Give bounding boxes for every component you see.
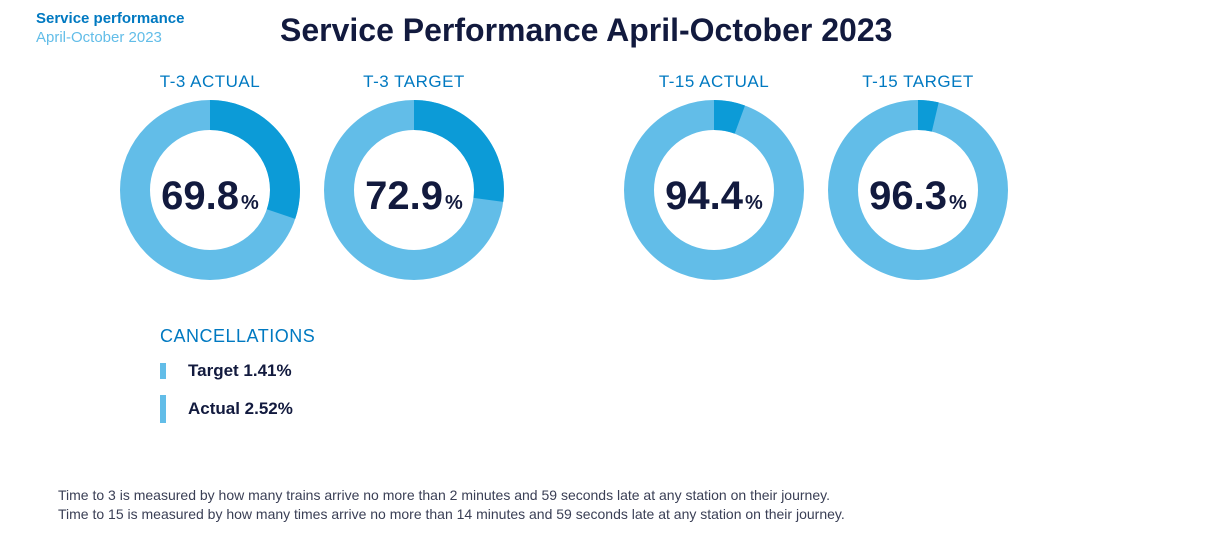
donut-t15-target: T-15 TARGET 96.3% [828,72,1008,280]
donut-gap [504,72,624,280]
cancellations-label: Actual 2.52% [188,399,293,419]
cancellations-bar [160,395,166,423]
donut-value: 72.9 [365,174,443,218]
cancellations-label: Target 1.41% [188,361,292,381]
donut-center: 72.9% [365,174,463,219]
header-line1: Service performance [36,10,184,27]
donut-value: 94.4 [665,174,743,218]
percent-sign: % [445,192,463,214]
cancellations-bar [160,363,166,379]
percent-sign: % [745,192,763,214]
donut-row: T-3 ACTUAL 69.8% T-3 TARGET 72.9% T-15 A… [120,72,1190,280]
cancellations-row-actual: Actual 2.52% [160,395,315,423]
donut-t15-actual: T-15 ACTUAL 94.4% [624,72,804,280]
footnote-line: Time to 3 is measured by how many trains… [58,486,845,505]
donut-t3-actual: T-3 ACTUAL 69.8% [120,72,300,280]
page-title: Service Performance April-October 2023 [280,12,892,49]
percent-sign: % [949,192,967,214]
header-left: Service performance April-October 2023 [36,10,184,46]
donut-label: T-15 TARGET [828,72,1008,92]
cancellations-row-target: Target 1.41% [160,361,315,381]
footnote-line: Time to 15 is measured by how many times… [58,505,845,524]
cancellations-block: CANCELLATIONS Target 1.41% Actual 2.52% [160,326,315,437]
percent-sign: % [241,192,259,214]
header-line2: April-October 2023 [36,29,184,46]
donut-t3-target: T-3 TARGET 72.9% [324,72,504,280]
donut-value: 96.3 [869,174,947,218]
donut-center: 94.4% [665,174,763,219]
donut-center: 69.8% [161,174,259,219]
donut-value: 69.8 [161,174,239,218]
donut-label: T-3 TARGET [324,72,504,92]
footnotes: Time to 3 is measured by how many trains… [58,486,845,524]
cancellations-title: CANCELLATIONS [160,326,315,347]
donut-center: 96.3% [869,174,967,219]
donut-label: T-15 ACTUAL [624,72,804,92]
donut-label: T-3 ACTUAL [120,72,300,92]
